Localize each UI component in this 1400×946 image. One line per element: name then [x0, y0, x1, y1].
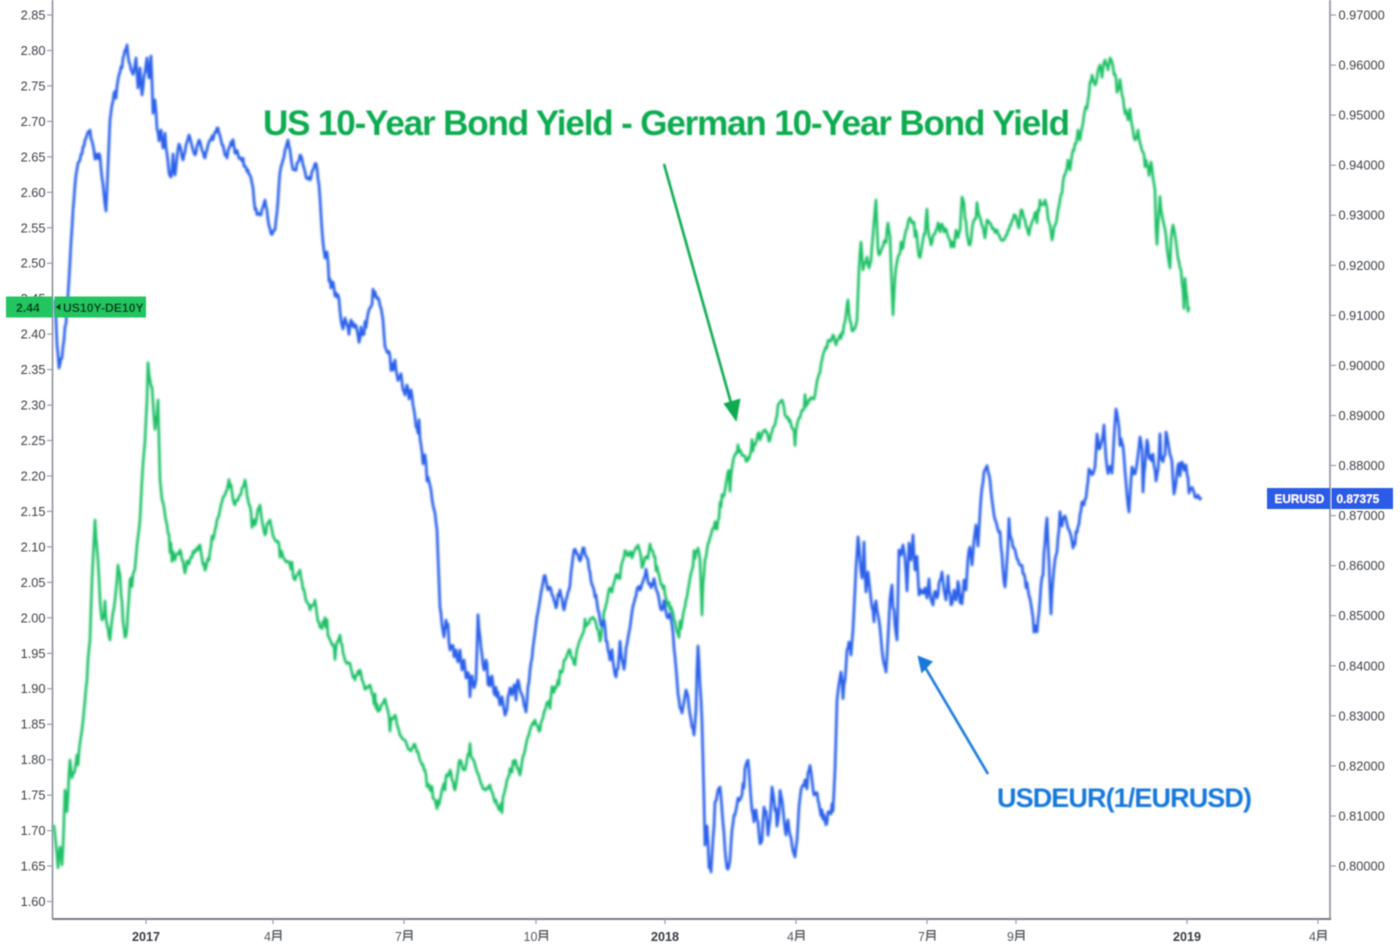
- svg-text:USDEUR(1/EURUSD): USDEUR(1/EURUSD): [997, 783, 1252, 813]
- svg-text:0.97000: 0.97000: [1339, 8, 1385, 23]
- svg-text:0.94000: 0.94000: [1339, 158, 1385, 173]
- svg-text:2.30: 2.30: [21, 398, 46, 413]
- svg-text:2.50: 2.50: [21, 256, 46, 271]
- svg-text:0.92000: 0.92000: [1339, 258, 1385, 273]
- svg-text:EURUSD: EURUSD: [1275, 492, 1325, 506]
- svg-text:2.40: 2.40: [21, 327, 46, 342]
- svg-text:7: 7: [918, 930, 925, 944]
- svg-text:2.70: 2.70: [21, 114, 46, 129]
- svg-text:0.96000: 0.96000: [1339, 58, 1385, 73]
- svg-text:1.85: 1.85: [21, 717, 46, 732]
- svg-text:0.93000: 0.93000: [1339, 208, 1385, 223]
- svg-text:2.75: 2.75: [21, 78, 46, 93]
- svg-text:2017: 2017: [132, 930, 160, 944]
- svg-text:2.80: 2.80: [21, 43, 46, 58]
- svg-text:0.89000: 0.89000: [1339, 408, 1385, 423]
- svg-text:2.10: 2.10: [21, 539, 46, 554]
- svg-text:0.91000: 0.91000: [1339, 308, 1385, 323]
- svg-text:1.70: 1.70: [21, 823, 46, 838]
- svg-text:2.60: 2.60: [21, 185, 46, 200]
- svg-text:0.88000: 0.88000: [1339, 458, 1385, 473]
- svg-text:0.95000: 0.95000: [1339, 108, 1385, 123]
- svg-text:1.90: 1.90: [21, 681, 46, 696]
- svg-text:10: 10: [524, 930, 538, 944]
- svg-text:2.15: 2.15: [21, 504, 46, 519]
- svg-text:0.82000: 0.82000: [1339, 758, 1385, 773]
- svg-text:4: 4: [787, 930, 794, 944]
- svg-text:2019: 2019: [1173, 930, 1201, 944]
- svg-text:2.20: 2.20: [21, 469, 46, 484]
- svg-text:US 10-Year Bond Yield - German: US 10-Year Bond Yield - German 10-Year B…: [263, 104, 1070, 143]
- svg-text:0.85000: 0.85000: [1339, 608, 1385, 623]
- svg-text:1.60: 1.60: [21, 894, 46, 909]
- svg-text:1.65: 1.65: [21, 859, 46, 874]
- svg-text:2018: 2018: [651, 930, 679, 944]
- svg-text:2.55: 2.55: [21, 220, 46, 235]
- svg-text:1.75: 1.75: [21, 788, 46, 803]
- svg-text:2.35: 2.35: [21, 362, 46, 377]
- svg-text:4: 4: [1309, 930, 1316, 944]
- svg-text:2.85: 2.85: [21, 8, 46, 23]
- svg-text:2.00: 2.00: [21, 610, 46, 625]
- svg-text:0.90000: 0.90000: [1339, 358, 1385, 373]
- svg-text:0.84000: 0.84000: [1339, 658, 1385, 673]
- svg-text:0.81000: 0.81000: [1339, 809, 1385, 824]
- svg-text:2.44: 2.44: [16, 301, 40, 315]
- svg-text:0.87000: 0.87000: [1339, 508, 1385, 523]
- svg-text:2.05: 2.05: [21, 575, 46, 590]
- svg-text:0.86000: 0.86000: [1339, 558, 1385, 573]
- svg-text:0.83000: 0.83000: [1339, 708, 1385, 723]
- svg-text:7: 7: [395, 930, 402, 944]
- svg-text:0.87375: 0.87375: [1337, 492, 1380, 506]
- svg-text:1.95: 1.95: [21, 646, 46, 661]
- svg-text:4: 4: [264, 930, 271, 944]
- svg-text:2.25: 2.25: [21, 433, 46, 448]
- svg-text:US10Y-DE10Y: US10Y-DE10Y: [63, 301, 144, 315]
- svg-text:2.65: 2.65: [21, 149, 46, 164]
- svg-text:1.80: 1.80: [21, 752, 46, 767]
- svg-text:0.80000: 0.80000: [1339, 859, 1385, 874]
- svg-text:9: 9: [1007, 930, 1014, 944]
